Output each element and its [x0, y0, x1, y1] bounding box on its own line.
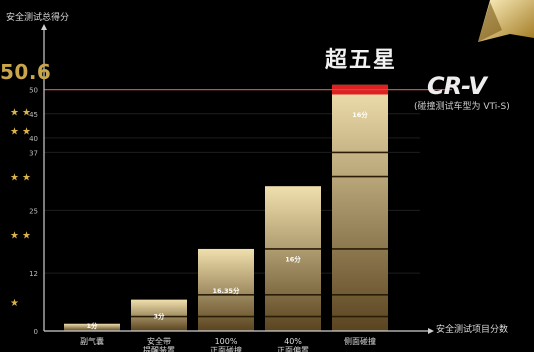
chart-title: 超五星 [325, 48, 398, 73]
y-tick-label: 45 [29, 111, 38, 119]
bar-value-label: 16.35分 [212, 286, 240, 295]
x-category-label: 40% [284, 337, 302, 346]
y-tick-label: 25 [29, 207, 38, 215]
star-icon: ★ [10, 298, 19, 309]
star-icon: ★ [22, 230, 31, 241]
bar-value-label: 16分 [352, 110, 368, 119]
bar [198, 248, 254, 331]
bar-value-label: 16分 [285, 255, 301, 264]
bar [64, 323, 120, 331]
crv-logo: CR-V [427, 72, 487, 100]
x-category-label: 正面偏置 [277, 345, 309, 352]
star-icon: ★ [10, 107, 19, 118]
star-icon: ★ [22, 127, 31, 138]
x-category-label: 正面碰撞 [210, 345, 242, 352]
x-axis-arrow [428, 328, 434, 334]
star-emblem-shade [478, 2, 502, 42]
x-category-label: 安全带 [147, 336, 171, 346]
model-note: (碰撞测试车型为 VTi-S) [414, 102, 510, 112]
bar [332, 84, 388, 331]
star-icon: ★ [10, 127, 19, 138]
x-axis-title: 安全测试项目分数 [436, 325, 509, 335]
star-icon: ★ [22, 173, 31, 184]
star-icon: ★ [22, 107, 31, 118]
bar [131, 299, 187, 331]
bar-value-label: 3分 [153, 311, 165, 320]
x-category-label: 100% [215, 337, 238, 346]
x-category-label: 提醒装置 [143, 345, 175, 352]
total-score: 50.6 [0, 60, 52, 84]
y-tick-label: 12 [29, 270, 38, 278]
y-tick-label: 0 [34, 328, 38, 336]
y-axis-arrow [41, 24, 47, 30]
star-icon: ★ [10, 230, 19, 241]
y-tick-label: 50 [29, 87, 38, 95]
bar-value-label: 1分 [86, 321, 98, 330]
x-category-label: 副气囊 [80, 336, 104, 346]
y-axis-title: 安全测试总得分 [6, 13, 70, 23]
bar [265, 186, 321, 331]
y-tick-label: 40 [29, 135, 38, 143]
y-tick-label: 37 [29, 149, 38, 157]
x-category-label: 侧面碰撞 [344, 336, 376, 346]
star-icon: ★ [10, 173, 19, 184]
